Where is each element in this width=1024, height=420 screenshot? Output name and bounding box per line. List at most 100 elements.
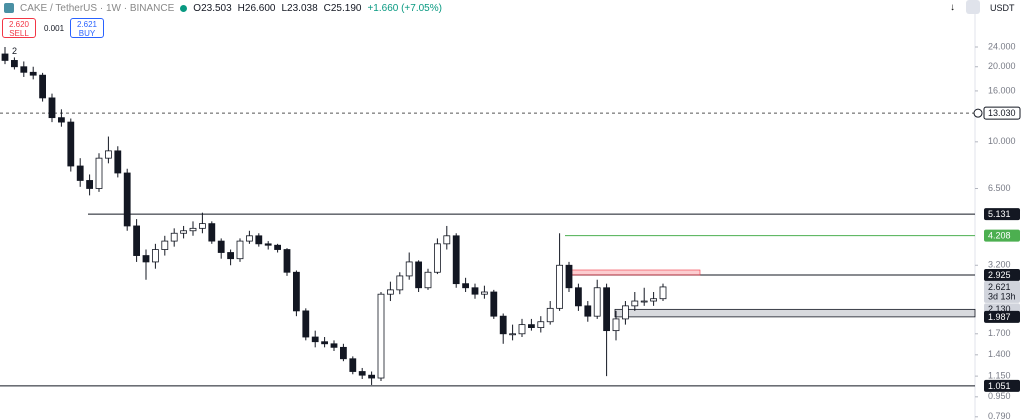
candle-body: [396, 275, 404, 291]
zone-tag-label: 1.987: [988, 312, 1011, 322]
candle-body: [490, 291, 498, 317]
candle-body: [556, 264, 563, 309]
candle-body: [452, 235, 460, 285]
candle-body: [612, 318, 620, 332]
candle-body: [1, 53, 9, 61]
candle-body: [180, 230, 188, 234]
price-tag: [984, 268, 1020, 281]
marker: 2: [12, 46, 18, 56]
candle-body: [105, 150, 112, 159]
sell-zone: [569, 269, 701, 276]
candle-body: [189, 227, 197, 232]
candle-body: [471, 287, 479, 295]
candle-body: [528, 324, 535, 328]
candle-body: [311, 336, 319, 343]
candle-body: [48, 97, 56, 119]
symbol[interactable]: CAKE / TetherUS · 1W · BINANCE: [20, 2, 175, 14]
high: H26.600: [237, 2, 276, 14]
candle-body: [622, 305, 629, 320]
open: O23.503: [193, 2, 232, 14]
low: L23.038: [281, 2, 318, 14]
spread: 0.001: [44, 24, 65, 33]
candle-body: [95, 157, 103, 189]
candle-body: [584, 305, 592, 317]
candle-body: [330, 343, 338, 348]
candle-body: [39, 74, 46, 99]
candle-body: [631, 300, 639, 307]
buy-label: BUY: [78, 29, 96, 38]
price-tag-label: 1.051: [988, 381, 1011, 391]
close: C25.190: [323, 2, 362, 14]
y-tick-label: 3.200: [988, 260, 1011, 270]
y-tick-label: 0.790: [988, 411, 1011, 420]
candle-body: [208, 223, 216, 242]
candle-body: [20, 66, 28, 73]
buy-button[interactable]: 2.621 BUY: [70, 18, 104, 38]
candle-body: [593, 287, 601, 317]
candle-body: [575, 287, 582, 307]
candle-body: [339, 346, 347, 360]
candle-body: [368, 374, 376, 379]
sell-price: 2.620: [8, 20, 30, 29]
y-tick-label: 1.150: [988, 370, 1011, 380]
candle-body: [236, 240, 244, 260]
zone-tag-label: 2.130: [988, 304, 1011, 314]
candle-body: [349, 358, 357, 372]
candle-body: [603, 287, 610, 332]
candle-body: [546, 307, 554, 323]
candle-body: [114, 150, 122, 174]
candle-body: [480, 291, 488, 295]
candle-body: [123, 172, 131, 227]
candle-body: [198, 223, 206, 229]
last-price-tag: [984, 280, 1020, 303]
y-tick-label: 1.400: [988, 349, 1011, 359]
legend-bar: CAKE / TetherUS · 1W · BINANCE O23.503 H…: [0, 0, 442, 16]
candle-body: [29, 71, 37, 76]
candle-body: [227, 252, 235, 260]
candle-body: [133, 225, 141, 256]
candle-body: [67, 121, 75, 167]
candle-body: [424, 271, 432, 289]
candle-body: [264, 243, 272, 246]
candle-body: [518, 324, 526, 335]
candle-body: [405, 261, 413, 277]
y-tick-label: 24.000: [988, 41, 1016, 51]
add-alert[interactable]: [973, 108, 983, 118]
candle-body: [565, 264, 573, 289]
candle-body: [274, 244, 282, 250]
last-price-label: 2.621: [988, 282, 1011, 292]
candle-body: [358, 371, 366, 376]
y-tick-label: 20.000: [988, 61, 1016, 71]
candle-body: [415, 261, 423, 289]
price-tag: [983, 106, 1021, 120]
price-tag-label: 4.208: [988, 230, 1011, 240]
buy-price: 2.621: [76, 20, 98, 29]
price-tag: [984, 208, 1020, 221]
candle-body: [433, 243, 441, 273]
candle-body: [217, 240, 225, 253]
change: +1.660 (+7.05%): [367, 2, 442, 14]
price-tag-label: 13.030: [988, 108, 1016, 118]
zone: [614, 308, 976, 318]
candle-body: [245, 235, 253, 242]
candle-body: [302, 310, 310, 338]
sell-label: SELL: [9, 29, 29, 38]
candle-body: [537, 321, 545, 328]
candle-body: [151, 249, 159, 263]
candle-body: [499, 315, 507, 335]
y-tick-label: 0.950: [988, 391, 1011, 401]
compare-button[interactable]: [966, 0, 980, 14]
candle-body: [292, 271, 300, 312]
candle-body: [659, 286, 667, 300]
currency[interactable]: USDT: [990, 3, 1015, 13]
sell-button[interactable]: 2.620 SELL: [2, 18, 36, 38]
candle-body: [386, 289, 394, 295]
candle-body: [283, 249, 291, 273]
logo: [4, 3, 14, 13]
candle-body: [650, 298, 657, 302]
candle-body: [170, 232, 178, 242]
candle-body: [142, 255, 150, 263]
down-arrow[interactable]: ↓: [950, 2, 955, 13]
